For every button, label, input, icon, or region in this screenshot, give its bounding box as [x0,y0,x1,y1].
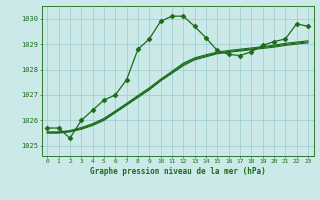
X-axis label: Graphe pression niveau de la mer (hPa): Graphe pression niveau de la mer (hPa) [90,167,266,176]
